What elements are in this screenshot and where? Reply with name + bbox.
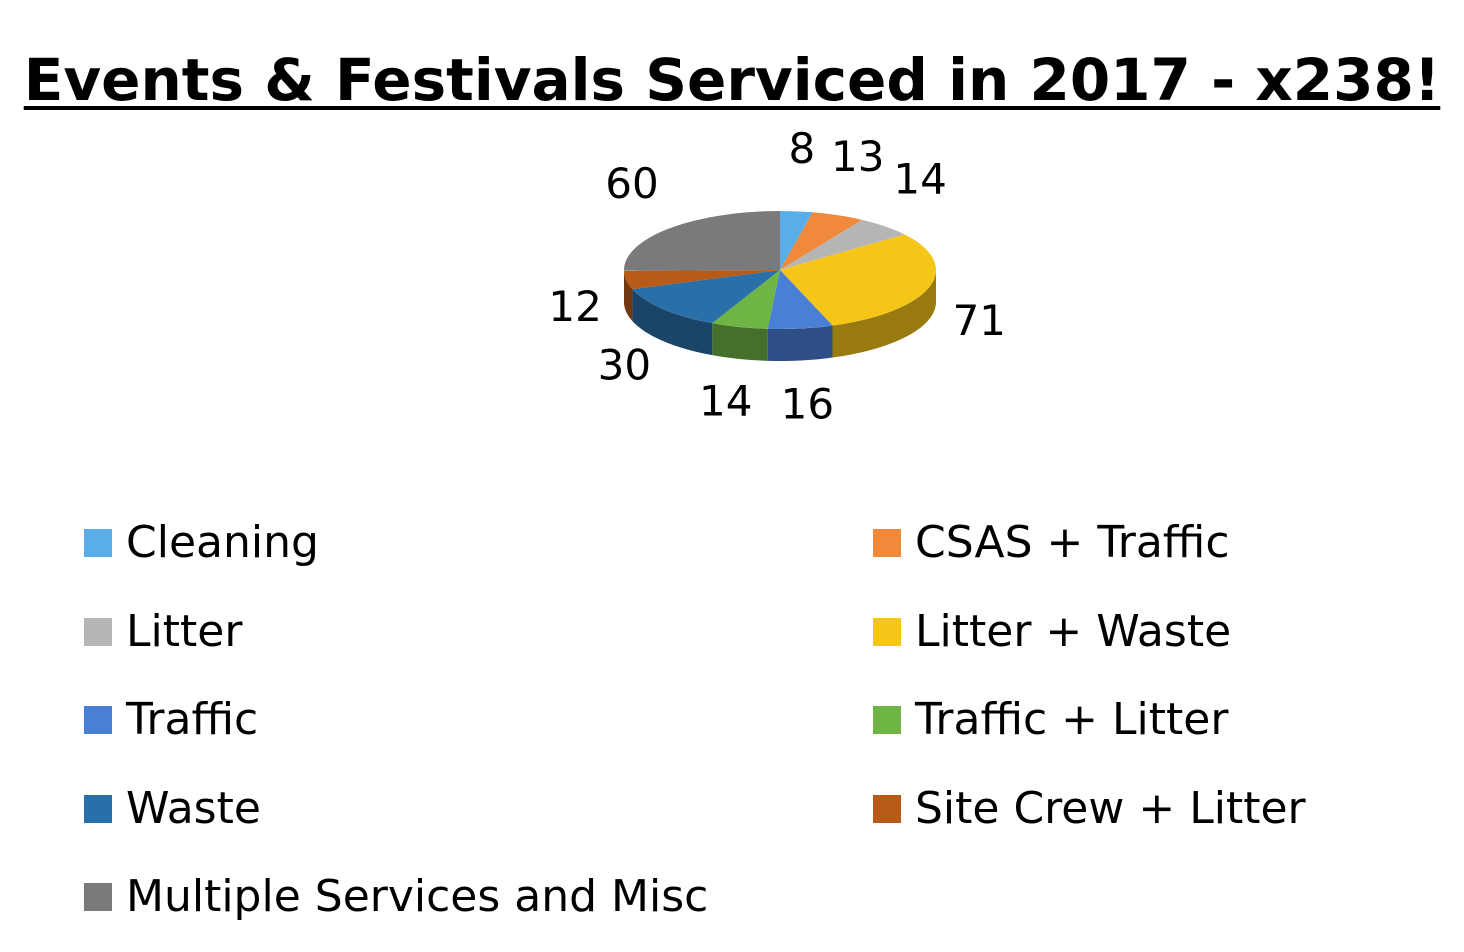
pie-side-traffic	[767, 325, 833, 361]
legend-label: Multiple Services and Misc	[126, 871, 709, 922]
pie-slice-cleaning	[780, 211, 813, 270]
pie-slice-litter-waste	[780, 234, 937, 326]
pie-side-traffic-litter	[712, 323, 768, 361]
legend-label: CSAS + Traffic	[915, 517, 1230, 568]
legend-item-traffic-litter: Traffic + Litter	[873, 690, 1228, 750]
pie-slice-waste	[632, 270, 780, 324]
legend-item-litter: Litter	[84, 602, 242, 662]
pie-slice-traffic	[767, 270, 833, 330]
legend-item-multiple-services-and-misc: Multiple Services and Misc	[84, 867, 708, 927]
pie-slice-traffic-litter	[712, 270, 780, 329]
data-label-traffic: 16	[781, 380, 834, 429]
legend-label: Litter	[126, 605, 243, 657]
data-label-cleaning: 8	[789, 124, 816, 173]
data-label-site-crew-litter: 12	[548, 282, 601, 331]
chart-title: Events & Festivals Serviced in 2017 - x2…	[0, 38, 1464, 122]
data-label-litter-waste: 71	[953, 296, 1006, 345]
legend-swatch	[873, 617, 901, 646]
legend-swatch	[84, 706, 112, 734]
legend-swatch	[873, 794, 901, 823]
legend-item-waste: Waste	[84, 779, 261, 839]
data-label-traffic-litter: 14	[699, 377, 752, 426]
legend-item-site-crew-litter: Site Crew + Litter	[873, 779, 1306, 839]
chart-title-text: Events & Festivals Serviced in 2017 - x2…	[23, 46, 1441, 114]
pie-slice-multiple-services-and-misc	[623, 211, 780, 271]
data-label-csas-traffic: 13	[831, 132, 884, 181]
pie-side-waste	[632, 289, 713, 356]
legend-label: Site Crew + Litter	[915, 782, 1306, 834]
pie-side-site-crew-litter	[624, 270, 633, 322]
legend-label: Cleaning	[126, 517, 319, 568]
pie-slice-litter	[780, 219, 905, 270]
legend-swatch	[873, 529, 901, 557]
pie-slice-csas-traffic	[780, 212, 863, 270]
legend-label: Waste	[126, 782, 261, 834]
legend-swatch	[84, 617, 112, 646]
pie-top	[623, 211, 937, 330]
legend-item-cleaning: Cleaning	[84, 513, 319, 573]
data-label-litter: 14	[893, 155, 946, 204]
pie-sides	[624, 270, 936, 361]
legend-swatch	[84, 794, 112, 823]
data-label-multiple-services-and-misc: 60	[605, 159, 658, 208]
legend-item-csas-traffic: CSAS + Traffic	[873, 513, 1230, 573]
legend-item-traffic: Traffic	[84, 690, 258, 750]
legend-swatch	[84, 529, 112, 557]
legend-label: Litter + Waste	[915, 605, 1232, 657]
pie-side-litter-waste	[832, 270, 936, 358]
legend-label: Traffic + Litter	[915, 694, 1229, 745]
legend-label: Traffic	[126, 694, 259, 745]
legend-swatch	[84, 883, 112, 911]
legend-item-litter-waste: Litter + Waste	[873, 602, 1231, 662]
pie-slice-site-crew-litter	[624, 270, 780, 290]
data-label-waste: 30	[598, 341, 651, 390]
legend-swatch	[873, 706, 901, 734]
